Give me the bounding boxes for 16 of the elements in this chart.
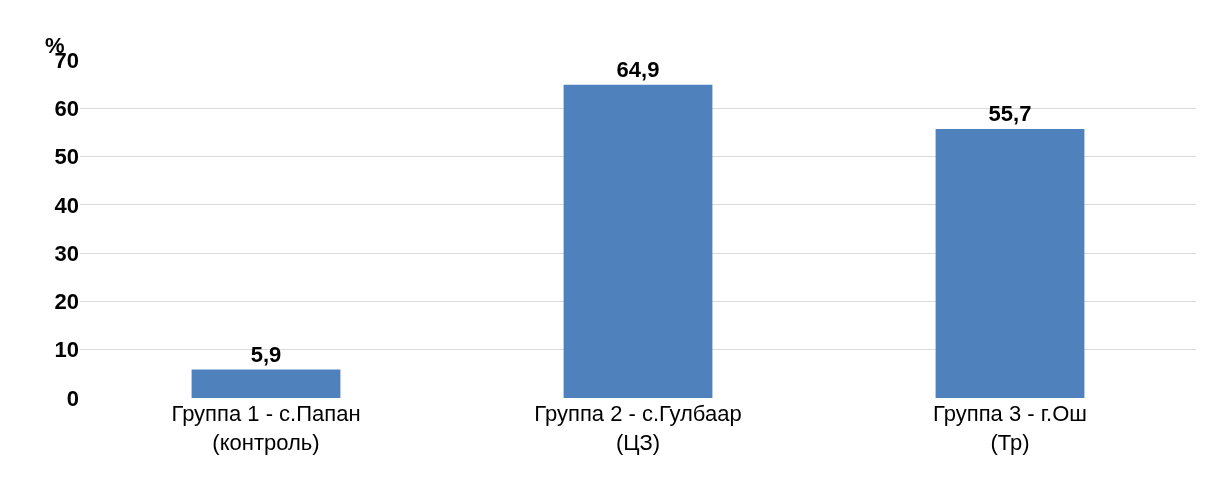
- y-tick-label: 40: [54, 192, 79, 218]
- bar: [191, 369, 341, 398]
- bar: [935, 129, 1085, 398]
- y-tick-label: 30: [54, 240, 79, 266]
- x-tick-label: Группа 3 - г.Ош (Тр): [933, 401, 1087, 455]
- y-tick-label: 60: [54, 95, 79, 121]
- x-tick-label: Группа 1 - с.Папан (контроль): [171, 401, 361, 455]
- data-label: 5,9: [250, 341, 282, 367]
- data-label: 55,7: [988, 101, 1032, 127]
- y-tick-label: 10: [54, 337, 79, 363]
- x-tick-label: Группа 2 - с.Гулбаар (ЦЗ): [534, 401, 742, 455]
- y-tick-label: 50: [54, 144, 79, 170]
- data-label: 64,9: [616, 56, 660, 82]
- y-tick-label: 20: [54, 289, 79, 315]
- bar: [563, 84, 713, 398]
- y-tick-label: 0: [66, 385, 79, 411]
